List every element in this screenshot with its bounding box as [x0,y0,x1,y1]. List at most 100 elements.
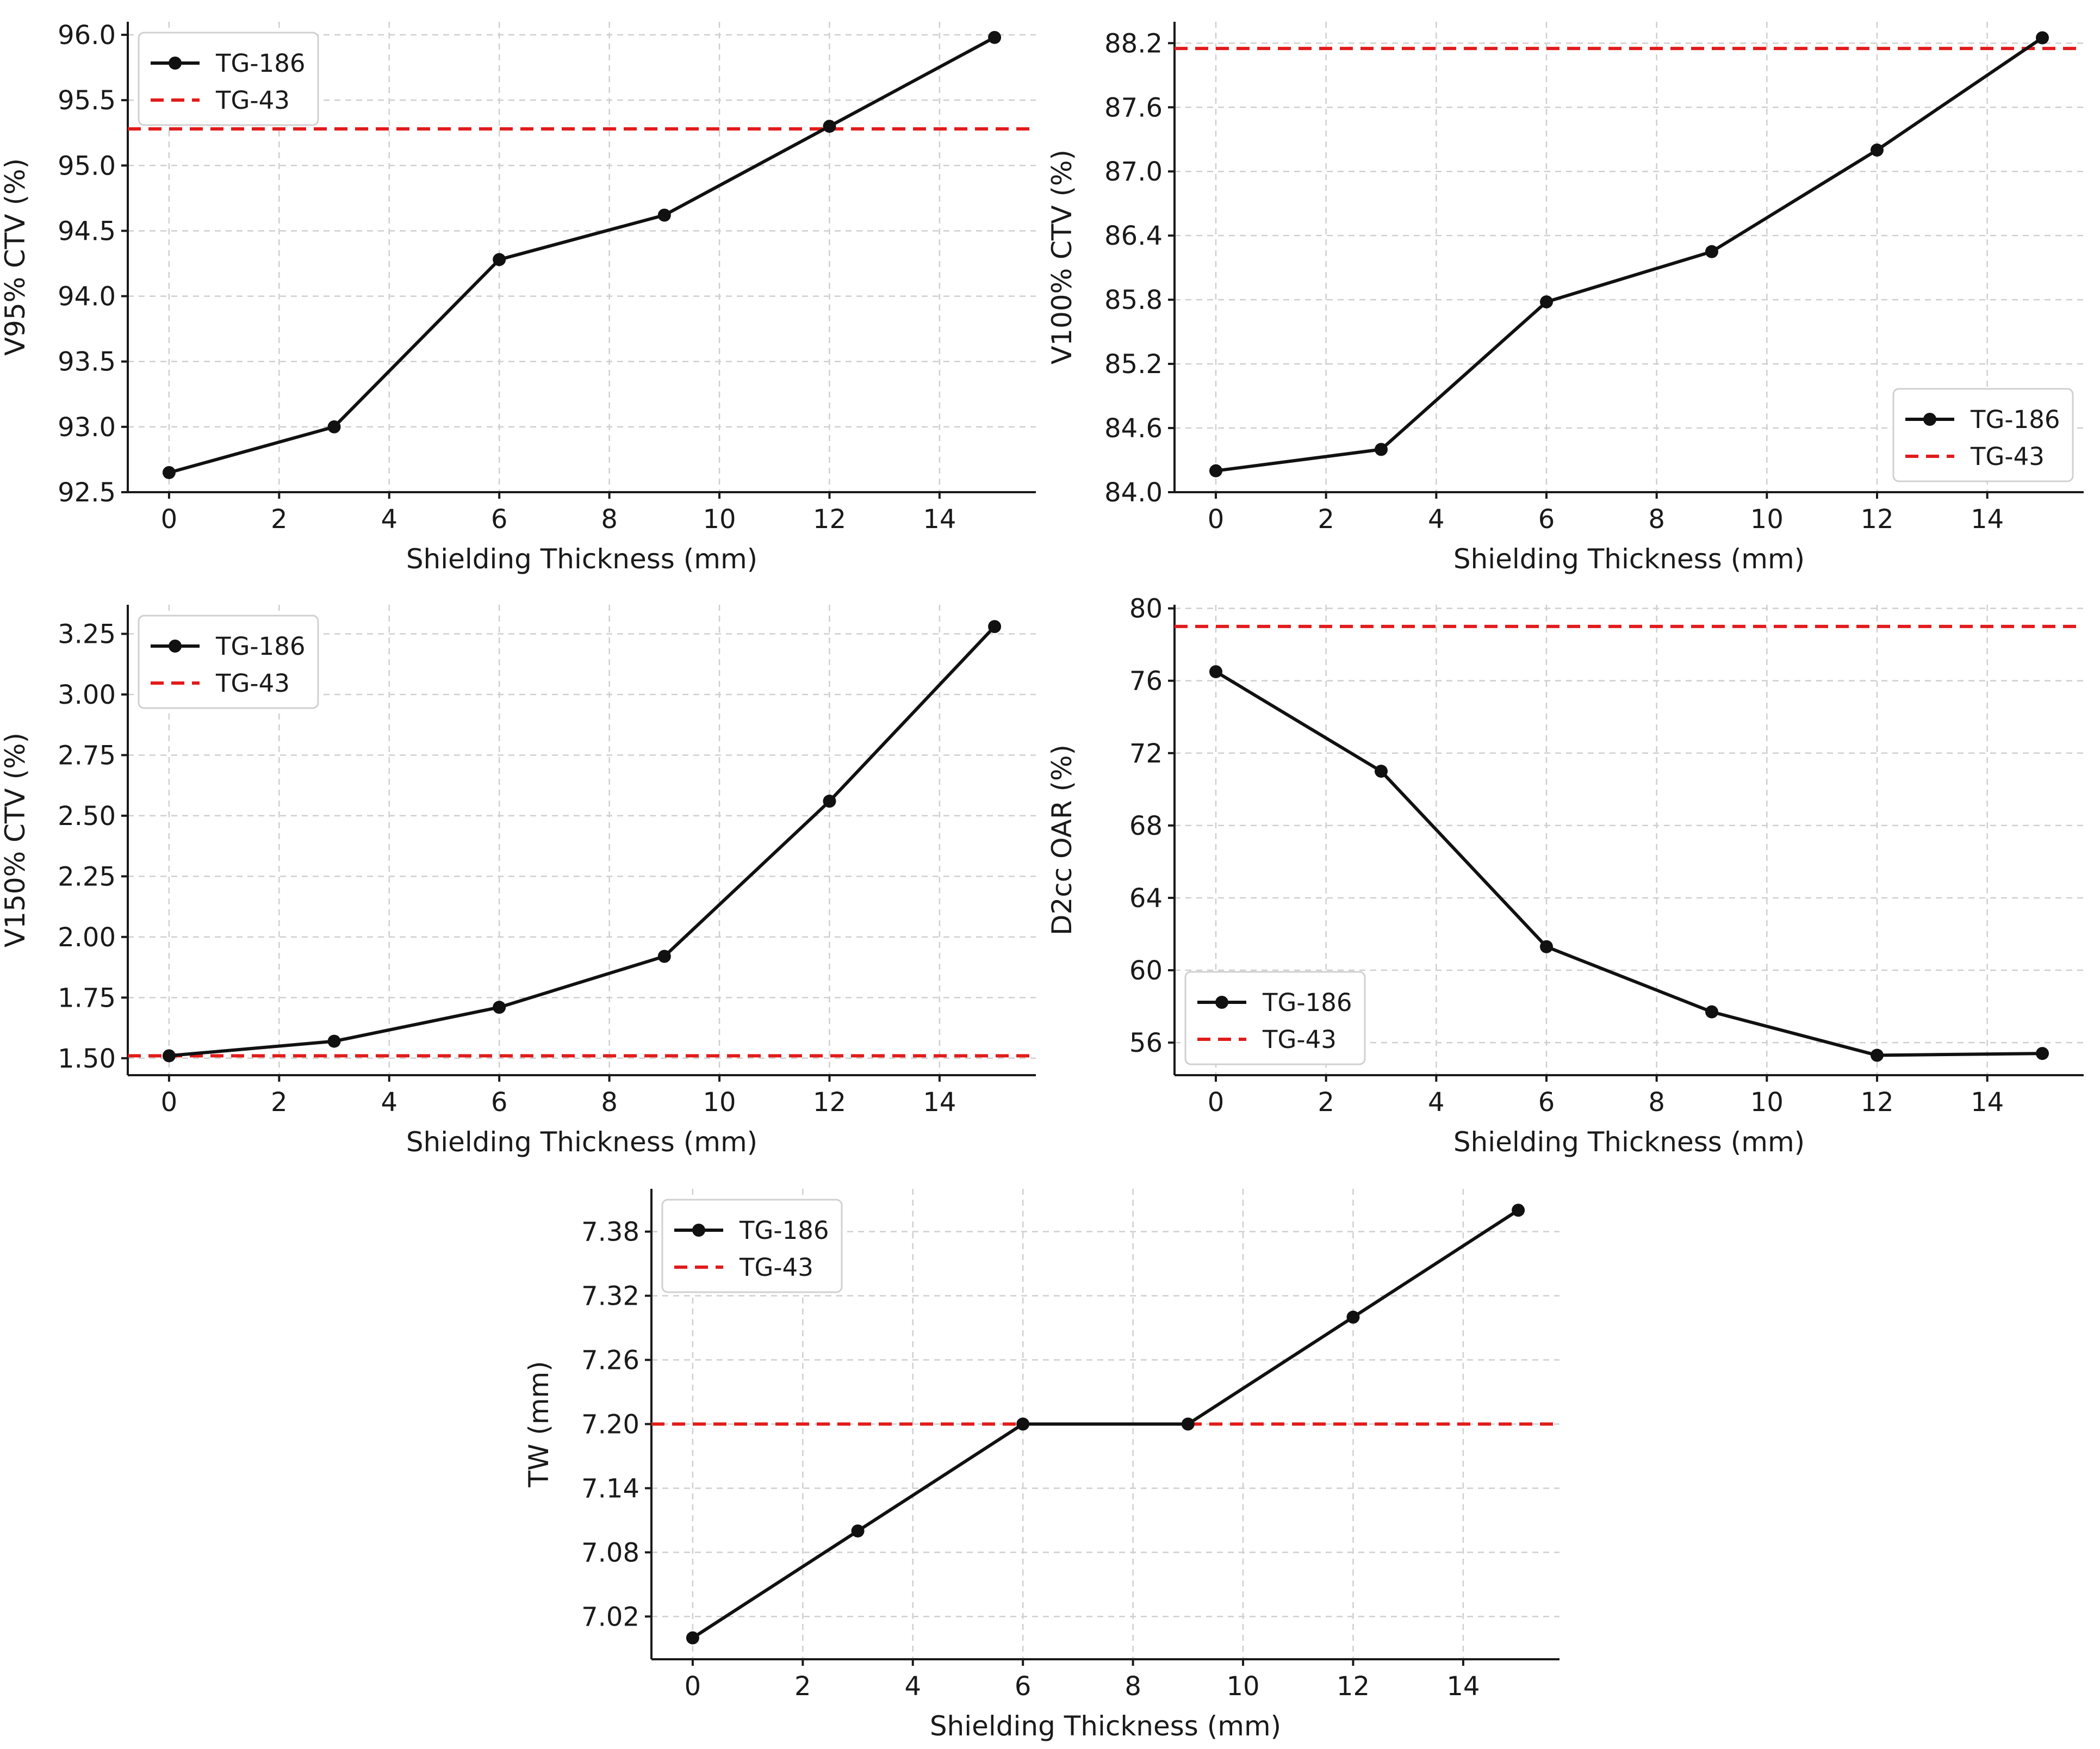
chart-panel: 0 2 4 6 8 10 12 14 7.02 7.08 7.14 7.20 7.26 7.32 7.38 S… [523,1189,1560,1742]
x-tick-label: 4 [381,504,397,535]
legend-label-tg43: TG-43 [215,669,290,698]
y-tick-label: 86.4 [1104,221,1163,251]
legend-label-tg43: TG-43 [1970,442,2045,471]
legend-label-tg43: TG-43 [739,1253,813,1282]
x-axis-label: Shielding Thickness (mm) [406,543,757,575]
x-tick-label: 0 [1208,1087,1225,1118]
y-tick-label: 2.75 [58,740,116,771]
y-tick-label: 88.2 [1104,28,1163,59]
x-tick-label: 4 [904,1671,921,1702]
x-tick-label: 10 [1750,1087,1784,1118]
x-tick-label: 0 [161,504,178,535]
x-tick-label: 6 [1538,504,1555,535]
y-tick-label: 7.20 [581,1410,639,1440]
data-point [327,1034,341,1048]
y-tick-label: 85.2 [1104,349,1163,380]
legend-label-tg186: TG-186 [215,49,306,78]
data-point [1016,1417,1030,1431]
legend-box [1184,971,1366,1065]
x-tick-label: 12 [813,1087,846,1118]
y-tick-label: 2.50 [58,801,116,832]
y-axis-label: D2cc OAR (%) [1046,745,1078,935]
series-line-tg186 [169,36,996,474]
y-axis-label: V95% CTV (%) [0,158,31,356]
data-point [162,1049,176,1063]
y-tick-label: 76 [1129,666,1163,697]
legend-marker-tg186 [169,57,182,70]
legend-label-tg186: TG-186 [1262,988,1352,1017]
y-tick-label: 7.26 [581,1345,639,1376]
data-point [1540,295,1553,309]
x-tick-label: 14 [923,1087,956,1118]
x-tick-label: 14 [1446,1671,1480,1702]
data-point [1181,1417,1195,1431]
legend: TG-186 TG-43 [138,32,319,126]
y-tick-label: 7.32 [581,1281,639,1312]
chart-panel: 0 2 4 6 8 10 12 14 1.50 1.75 2.00 2.25 2.50 2.75 3.00 3… [0,605,1036,1158]
x-tick-label: 2 [1318,1087,1334,1118]
y-tick-label: 2.00 [58,922,116,953]
data-point [1705,245,1718,258]
data-point [823,120,836,133]
x-tick-label: 4 [381,1087,397,1118]
x-axis-label: Shielding Thickness (mm) [1453,543,1805,575]
x-tick-label: 8 [601,504,618,535]
data-point [2036,31,2049,45]
x-tick-label: 14 [1971,504,2004,535]
y-tick-label: 87.0 [1104,157,1163,187]
data-point [1375,765,1388,778]
data-point [1871,143,1884,157]
x-tick-label: 6 [491,1087,508,1118]
x-tick-label: 10 [1226,1671,1259,1702]
x-tick-label: 0 [161,1087,178,1118]
y-tick-label: 1.75 [58,983,116,1013]
y-tick-label: 1.50 [58,1044,116,1074]
y-tick-label: 93.5 [58,347,116,377]
legend-marker-tg186 [169,640,182,653]
legend-label-tg186: TG-186 [1970,405,2060,434]
legend-box [1892,388,2074,482]
data-point [988,30,1002,44]
x-tick-label: 6 [1015,1671,1032,1702]
y-tick-label: 84.0 [1104,477,1163,508]
y-tick-label: 60 [1129,956,1163,986]
data-point [1375,443,1388,456]
y-tick-label: 96.0 [58,20,116,51]
data-point [1540,940,1553,953]
legend-marker-tg186 [1923,413,1936,426]
y-tick-label: 94.0 [58,282,116,312]
y-tick-label: 95.5 [58,85,116,116]
data-point [2036,1047,2049,1060]
x-tick-label: 10 [703,1087,736,1118]
x-tick-label: 2 [271,1087,288,1118]
series-line-tg186 [692,1208,1519,1640]
x-tick-label: 14 [1971,1087,2004,1118]
legend-label-tg43: TG-43 [1262,1025,1337,1054]
x-axis-label: Shielding Thickness (mm) [1453,1126,1805,1158]
data-point [493,1001,506,1014]
y-tick-label: 72 [1129,739,1163,769]
legend-label-tg43: TG-43 [215,86,290,115]
x-tick-label: 14 [923,504,956,535]
x-tick-label: 12 [813,504,846,535]
data-point [1512,1204,1525,1217]
x-tick-label: 8 [1648,504,1665,535]
x-tick-label: 4 [1428,1087,1445,1118]
y-tick-label: 2.25 [58,861,116,892]
x-tick-label: 8 [601,1087,618,1118]
legend-marker-tg186 [1215,996,1228,1009]
y-tick-label: 85.8 [1104,285,1163,315]
y-tick-label: 92.5 [58,477,116,508]
data-point [851,1524,865,1538]
x-tick-label: 6 [491,504,508,535]
legend-label-tg186: TG-186 [215,632,306,661]
y-tick-label: 95.0 [58,151,116,181]
data-point [1209,464,1222,477]
x-tick-label: 2 [1318,504,1334,535]
x-tick-label: 10 [703,504,736,535]
series-line-tg186 [169,625,996,1058]
data-point [493,253,506,266]
data-point [1705,1005,1718,1019]
